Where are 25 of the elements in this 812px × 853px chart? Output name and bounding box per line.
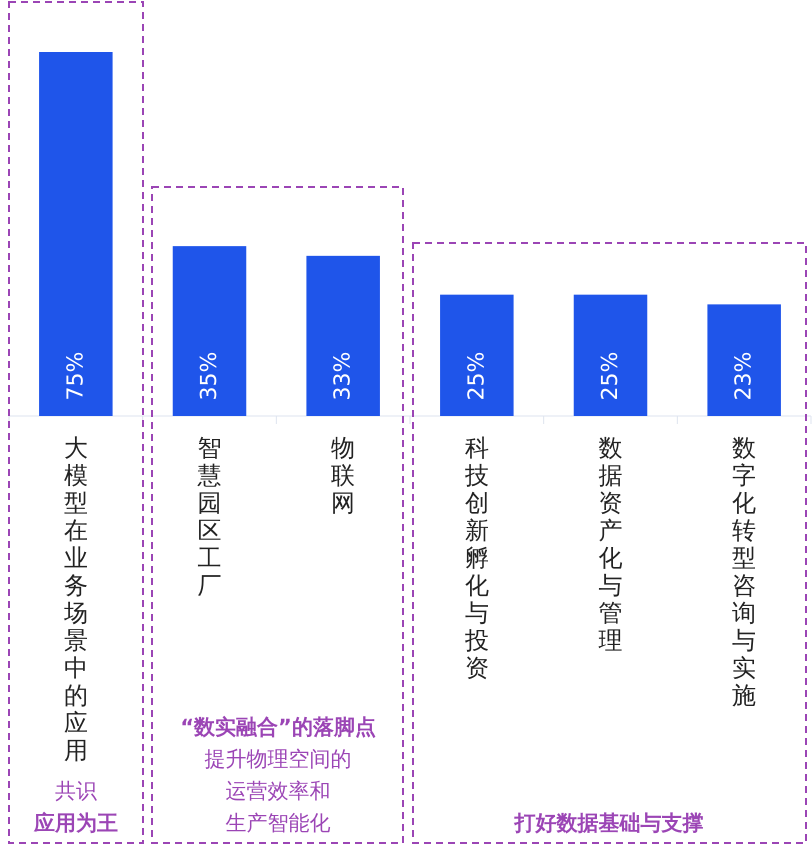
text: 打好数据基础与支撑 xyxy=(514,811,704,835)
x-tick-label: 物联网 xyxy=(331,434,356,517)
bar xyxy=(306,256,380,416)
text: 提升物理空间的 xyxy=(204,747,352,771)
bar xyxy=(440,294,514,416)
category-label: 科技创新孵化与投资 xyxy=(464,434,489,682)
text: 生产智能化 xyxy=(226,811,330,835)
category-label: 数字化转型咨询与实施 xyxy=(732,434,756,710)
text: 运营效率和 xyxy=(226,779,330,803)
data-label: 33% xyxy=(330,352,356,400)
data-label: 25% xyxy=(598,352,623,400)
text: 应用为王 xyxy=(33,811,118,835)
x-tick-label: 智慧园区工厂 xyxy=(196,434,222,600)
x-tick-label: 数据资产化与管理 xyxy=(598,434,622,654)
bar xyxy=(707,304,781,416)
bar xyxy=(39,52,113,416)
text: 共识 xyxy=(55,779,97,803)
data-label: 35% xyxy=(197,352,222,400)
text: “数实融合”的落脚点 xyxy=(180,715,376,739)
category-label: 大模型在业务场景中的应用 xyxy=(64,434,88,764)
data-label: 25% xyxy=(464,352,490,400)
data-label: 75% xyxy=(63,352,88,400)
bar xyxy=(172,246,246,416)
bar xyxy=(574,294,648,416)
data-label: 23% xyxy=(732,352,757,400)
